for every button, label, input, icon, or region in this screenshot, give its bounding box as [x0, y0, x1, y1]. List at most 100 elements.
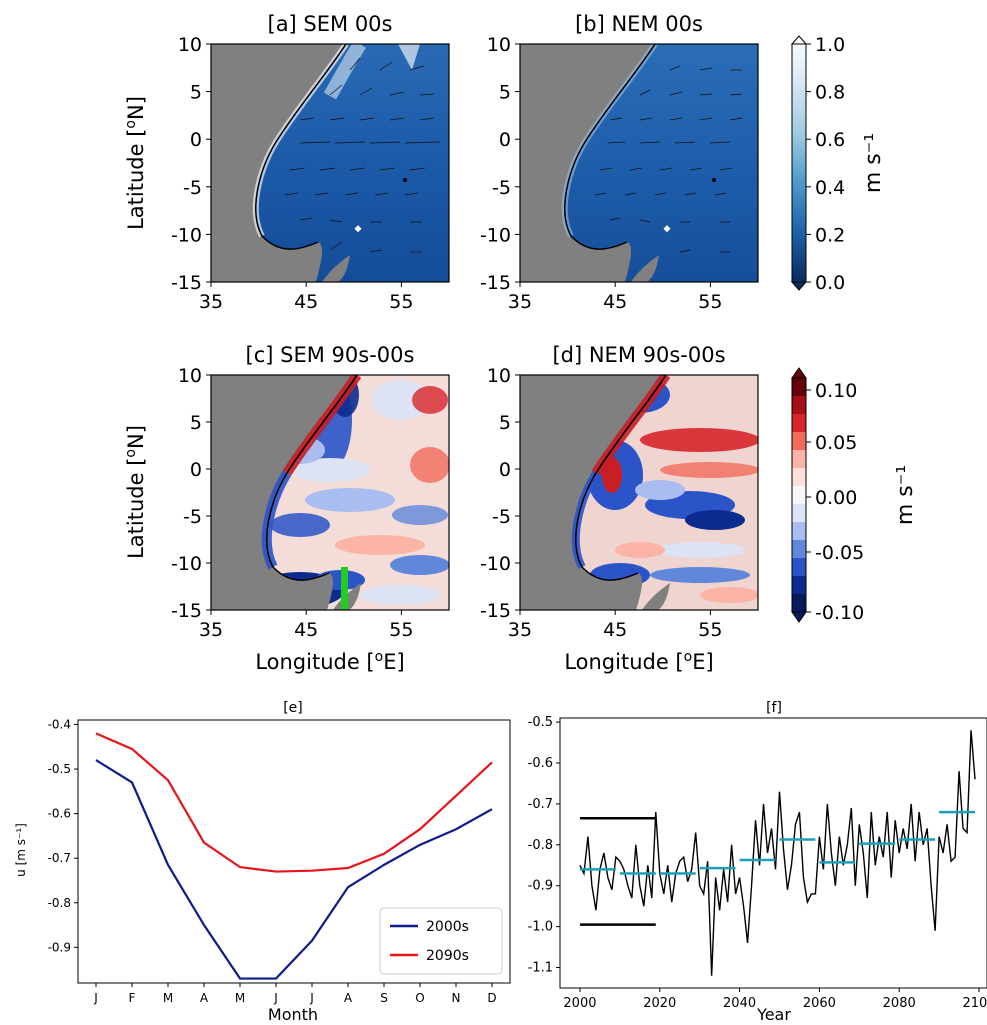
coastline [266, 375, 358, 581]
y-tick-label: -0.8 [48, 896, 71, 910]
legend-label-2000s: 2000s [426, 919, 469, 935]
x-tick-label: 35 [199, 619, 223, 641]
y-tick-label: -15 [171, 272, 202, 294]
colorbar-tick-label: 0.00 [815, 487, 857, 509]
velocity-vectors [284, 57, 441, 253]
land-mass [211, 375, 357, 610]
y-tick-label: 0 [190, 129, 202, 151]
panel-a-title: [a] SEM 00s [268, 12, 393, 36]
colorbar-tick-label: 0.4 [815, 177, 845, 199]
legend: 2000s 2090s [379, 907, 503, 975]
y-tick-label: -0.6 [48, 807, 71, 821]
colorbar-tick-label: 1.0 [815, 34, 845, 56]
y-tick-label: 10 [487, 365, 511, 387]
velocity-vectors [594, 65, 743, 253]
y-tick-label: -5 [183, 506, 202, 528]
panel-e-ylabel: u [m s⁻¹] [14, 823, 28, 877]
panel-c-ylabel: Latitude [oN] [123, 425, 148, 559]
x-tick-label: 35 [508, 619, 532, 641]
legend-label-2090s: 2090s [426, 948, 469, 964]
transect-box-marker [341, 567, 348, 610]
y-tick-label: -0.8 [528, 838, 553, 853]
x-tick-label: 2060 [803, 996, 836, 1011]
y-tick-label: 5 [190, 412, 202, 434]
chart-panel-f: [f] 2000 2020 2040 2060 2080 2100 -0.5 -0.6 -0.7… [528, 700, 987, 1024]
x-tick-label: M [163, 991, 173, 1005]
y-tick-label: -0.9 [48, 940, 71, 954]
x-tick-label: A [344, 991, 353, 1005]
y-tick-label: -0.5 [48, 762, 71, 776]
colorbar-speed-label: m s⁻¹ [861, 133, 886, 193]
coastline [575, 375, 667, 581]
colorbar-tick-label: -0.05 [815, 542, 864, 564]
x-tick-label: A [200, 991, 209, 1005]
panel-d-title: [d] NEM 90s-00s [552, 343, 725, 367]
y-tick-label: 0 [499, 129, 511, 151]
x-tick-label: 35 [508, 291, 532, 313]
y-tick-label: -15 [171, 600, 202, 622]
land-mass [631, 255, 659, 282]
y-tick-label: -10 [171, 553, 202, 575]
colorbar-tick-label: 0.2 [815, 224, 845, 246]
colorbar-tick-label: 0.0 [815, 272, 845, 294]
x-tick-label: 2000 [563, 996, 596, 1011]
map-panel-a [210, 43, 450, 283]
x-tick-label: J [93, 991, 98, 1005]
x-tick-label: 2080 [883, 996, 916, 1011]
x-tick-label: 45 [603, 291, 627, 313]
colorbar-difference: 0.10 0.05 0.00 -0.05 -0.10 m s⁻¹ [791, 367, 918, 624]
map-panel-c [210, 374, 450, 611]
x-tick-label: 2040 [723, 996, 756, 1011]
x-tick-label: 2020 [643, 996, 676, 1011]
y-tick-label: -5 [183, 177, 202, 199]
colorbar-tick-label: 0.05 [815, 432, 857, 454]
chart-panel-e: [e] J F M A M J J A S O N D -0.4 -0.5 -0.6 -0.7 -0.8 -0.9… [14, 700, 511, 1024]
x-tick-label: 45 [294, 291, 318, 313]
y-tick-label: -0.9 [528, 879, 553, 894]
panel-f-title: [f] [766, 700, 782, 716]
x-tick-label: J [273, 991, 278, 1005]
y-tick-label: -0.7 [528, 797, 553, 812]
colorbar-difference-label: m s⁻¹ [893, 465, 918, 525]
map-panel-b [519, 43, 759, 283]
panel-c-title: [c] SEM 90s-00s [246, 343, 415, 367]
y-tick-label: -0.7 [48, 851, 71, 865]
y-tick-label: -1.1 [528, 961, 553, 976]
y-tick-label: -0.4 [48, 717, 71, 731]
panel-d-xlabel: Longitude [oE] [564, 649, 713, 674]
colorbar-tick-label: -0.10 [815, 602, 864, 624]
x-tick-label: S [380, 991, 388, 1005]
colorbar-tick-label: 0.6 [815, 129, 845, 151]
x-tick-label: 55 [389, 291, 413, 313]
panel-b-title: [b] NEM 00s [575, 12, 703, 36]
land-mass [211, 44, 346, 282]
x-tick-label: 55 [389, 619, 413, 641]
y-tick-label: 5 [499, 412, 511, 434]
x-tick-label: 55 [698, 291, 722, 313]
y-tick-label: 0 [190, 459, 202, 481]
y-tick-label: -1.0 [528, 920, 553, 935]
y-tick-label: -10 [480, 553, 511, 575]
x-tick-label: D [487, 991, 496, 1005]
panel-c-xlabel: Longitude [oE] [255, 649, 404, 674]
panel-f-xlabel: Year [756, 1005, 791, 1024]
land-mass [322, 255, 350, 282]
colorbar-speed: 1.0 0.8 0.6 0.4 0.2 0.0 m s⁻¹ [790, 34, 886, 294]
panel-e-xlabel: Month [268, 1005, 318, 1024]
y-tick-label: -15 [480, 600, 511, 622]
x-tick-label: 2100 [962, 996, 987, 1011]
y-tick-label: -10 [480, 224, 511, 246]
x-tick-label: F [129, 991, 136, 1005]
colorbar-tick-label: 0.10 [815, 380, 857, 402]
x-tick-label: 45 [294, 619, 318, 641]
x-tick-label: N [452, 991, 461, 1005]
y-tick-label: -0.5 [528, 715, 553, 730]
y-tick-label: 10 [178, 34, 202, 56]
y-tick-label: 5 [190, 82, 202, 104]
land-mass [642, 583, 670, 610]
x-tick-label: 45 [603, 619, 627, 641]
y-tick-label: -0.6 [528, 756, 553, 771]
series-line-2090s [95, 732, 493, 873]
annual-series-line [579, 730, 976, 976]
